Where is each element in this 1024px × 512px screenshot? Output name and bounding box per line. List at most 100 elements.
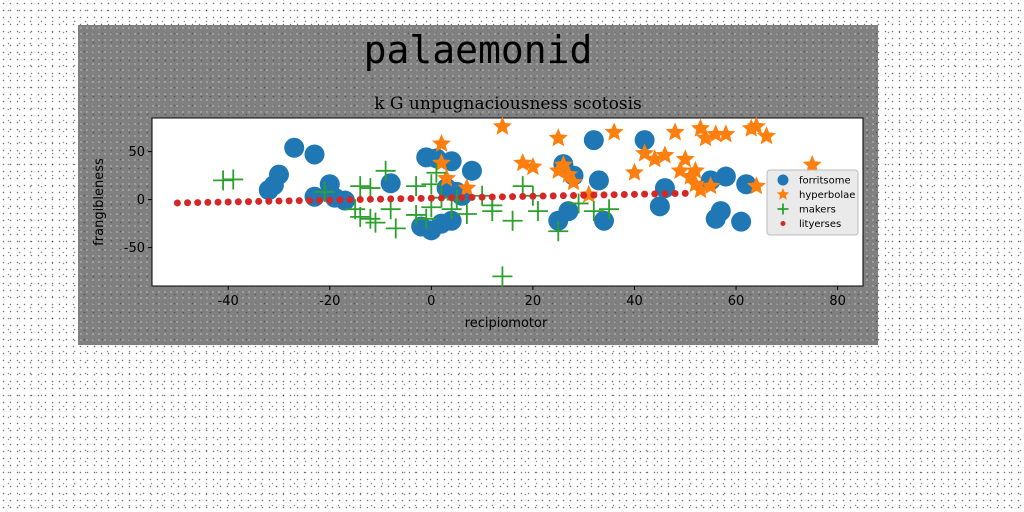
data-point — [512, 176, 533, 197]
data-point — [194, 199, 202, 207]
data-point — [316, 196, 324, 204]
data-point — [549, 192, 557, 200]
data-point — [641, 190, 649, 198]
data-point — [406, 176, 427, 197]
data-point — [675, 149, 695, 168]
y-tick-label: 50 — [128, 145, 145, 160]
data-point — [385, 218, 406, 239]
data-point — [350, 176, 371, 197]
data-point — [579, 184, 599, 203]
data-point — [620, 191, 628, 199]
data-point — [599, 199, 620, 220]
legend-label: forritsome — [799, 176, 851, 187]
legend-box — [766, 169, 859, 236]
data-point — [583, 201, 604, 222]
data-point — [345, 199, 366, 220]
x-tick-label: 80 — [829, 294, 846, 309]
data-point — [360, 208, 381, 229]
data-point — [681, 189, 689, 197]
data-point — [406, 204, 427, 225]
data-point — [710, 201, 731, 222]
data-point — [492, 116, 512, 135]
y-axis-label: frangibleness — [92, 158, 107, 246]
data-point — [625, 162, 644, 181]
data-point — [375, 160, 396, 181]
series-lityerses — [173, 189, 689, 207]
data-point — [258, 180, 279, 200]
x-tick-label: 60 — [728, 294, 745, 309]
x-axis: -40 -20 0 20 40 60 80 — [218, 286, 846, 309]
data-point — [654, 178, 675, 199]
data-point — [265, 197, 273, 205]
data-point — [223, 169, 244, 190]
data-point — [305, 196, 313, 204]
chart-subtitle: k G unpugnaciousness scotosis — [374, 94, 642, 114]
data-point — [244, 198, 252, 206]
data-point — [326, 196, 334, 204]
data-point — [380, 199, 401, 220]
data-point — [716, 124, 736, 143]
data-point — [741, 118, 761, 137]
scatter-chart: palaemonid k G unpugnaciousness scotosis… — [92, 28, 864, 331]
data-point — [360, 178, 381, 199]
data-point — [558, 164, 578, 183]
data-point — [346, 196, 354, 204]
data-point — [731, 211, 752, 232]
data-point — [204, 198, 212, 206]
data-point — [417, 194, 425, 202]
data-point — [350, 206, 371, 227]
data-point — [356, 196, 364, 204]
legend-marker — [780, 221, 786, 226]
data-point — [314, 181, 335, 202]
data-point — [427, 194, 435, 202]
data-point — [295, 197, 303, 205]
data-point — [588, 170, 609, 191]
data-point — [255, 197, 263, 205]
data-point — [559, 192, 567, 200]
data-point — [570, 191, 578, 199]
data-point — [457, 178, 477, 197]
data-point — [580, 191, 588, 199]
data-point — [173, 199, 181, 207]
data-point — [527, 201, 548, 222]
data-point — [184, 199, 192, 207]
data-point — [432, 133, 451, 152]
y-axis: -50 0 50 — [124, 145, 152, 256]
legend: forritsome hyperbolae makers lityerses — [766, 169, 859, 236]
data-point — [539, 192, 547, 200]
data-point — [441, 199, 462, 220]
data-point — [334, 190, 355, 211]
data-point — [649, 196, 670, 217]
x-tick-label: 20 — [525, 294, 542, 309]
data-point — [757, 126, 776, 145]
data-point — [610, 191, 618, 199]
chart-title: palaemonid — [364, 28, 593, 72]
legend-label: hyperbolae — [799, 190, 855, 201]
legend-marker — [777, 174, 789, 186]
legend-marker — [777, 203, 789, 215]
data-point — [696, 128, 716, 147]
data-point — [665, 122, 685, 141]
data-point — [441, 210, 462, 231]
data-point — [488, 193, 496, 201]
data-point — [214, 198, 222, 206]
data-point — [583, 130, 604, 151]
data-point — [802, 155, 822, 174]
data-point — [736, 174, 757, 195]
data-point — [706, 124, 726, 143]
x-tick-label: 40 — [626, 294, 643, 309]
data-point — [377, 195, 385, 203]
data-point — [746, 116, 766, 135]
chart-figure: palaemonid k G unpugnaciousness scotosis… — [78, 25, 878, 345]
plot-marks — [173, 116, 822, 287]
data-point — [468, 193, 476, 201]
x-axis-label: recipiomotor — [465, 316, 548, 331]
data-point — [671, 190, 679, 198]
data-point — [523, 157, 543, 176]
data-point — [284, 137, 305, 158]
data-point — [437, 168, 457, 187]
data-point — [661, 190, 669, 198]
data-point — [498, 193, 506, 201]
data-point — [564, 172, 583, 191]
legend-marker — [776, 188, 790, 200]
